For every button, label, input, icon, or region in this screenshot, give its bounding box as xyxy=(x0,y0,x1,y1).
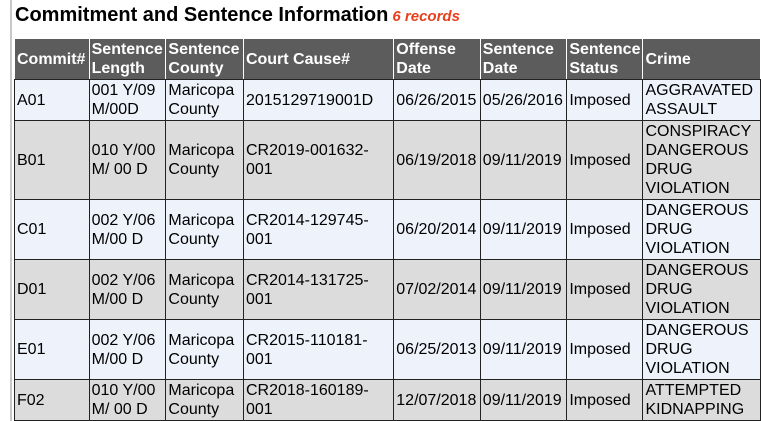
section-title: Commitment and Sentence Information 6 rec… xyxy=(15,4,460,27)
table-cell: 06/20/2014 xyxy=(393,199,481,260)
table-cell: 002 Y/06 M/00 D xyxy=(88,199,167,260)
table-row: B01 010 Y/00 M/ 00 D Maricopa County CR2019… xyxy=(14,120,761,200)
header-row: Commit# Sentence Length Sentence County Cou… xyxy=(14,38,761,80)
table-row: A01 001 Y/09 M/00D Maricopa County 20151297… xyxy=(14,79,761,121)
commitment-table: Commit# Sentence Length Sentence County Cou… xyxy=(14,38,761,421)
table-cell: 12/07/2018 xyxy=(393,379,481,421)
table-row: D01 002 Y/06 M/00 D Maricopa County CR2014-… xyxy=(14,259,761,320)
table-cell: ATTEMPTED KIDNAPPING xyxy=(642,379,761,421)
table-cell: CR2015-110181-001 xyxy=(242,319,395,380)
table-cell: C01 xyxy=(14,199,90,260)
table-cell: 2015129719001D xyxy=(242,79,395,121)
table-cell: DANGEROUS DRUG VIOLATION xyxy=(642,319,761,380)
table-cell: CR2014-131725-001 xyxy=(242,259,395,320)
table-cell: A01 xyxy=(14,79,90,121)
column-header: Sentence County xyxy=(165,38,244,80)
table-cell: CR2019-001632-001 xyxy=(242,120,395,200)
table-row: C01 002 Y/06 M/00 D Maricopa County CR2014-… xyxy=(14,199,761,260)
page-border xyxy=(10,0,12,421)
column-header: Sentence Status xyxy=(566,38,644,80)
table-cell: B01 xyxy=(14,120,90,200)
table-cell: CR2018-160189-001 xyxy=(242,379,395,421)
table-cell: Imposed xyxy=(566,379,644,421)
table-cell: Imposed xyxy=(566,259,644,320)
table-cell: 06/25/2013 xyxy=(393,319,481,380)
table-cell: E01 xyxy=(14,319,90,380)
table-cell: Imposed xyxy=(566,199,644,260)
table-cell: D01 xyxy=(14,259,90,320)
table-cell: Imposed xyxy=(566,319,644,380)
table-cell: AGGRAVATED ASSAULT xyxy=(642,79,761,121)
table-cell: 09/11/2019 xyxy=(479,379,568,421)
table-cell: 07/02/2014 xyxy=(393,259,481,320)
column-header: Crime xyxy=(642,38,761,80)
table-cell: Imposed xyxy=(566,79,644,121)
record-count: 6 records xyxy=(392,8,460,25)
table-cell: CONSPIRACY DANGEROUS DRUG VIOLATION xyxy=(642,120,761,200)
table-cell: Maricopa County xyxy=(165,379,244,421)
column-header: Offense Date xyxy=(393,38,481,80)
table-cell: Maricopa County xyxy=(165,79,244,121)
column-header: Court Cause# xyxy=(242,38,395,80)
column-header: Sentence Date xyxy=(479,38,568,80)
table-cell: 05/26/2016 xyxy=(479,79,568,121)
table-cell: DANGEROUS DRUG VIOLATION xyxy=(642,199,761,260)
table-cell: Maricopa County xyxy=(165,120,244,200)
table-cell: F02 xyxy=(14,379,90,421)
table-cell: 010 Y/00 M/ 00 D xyxy=(88,120,167,200)
table-row: E01 002 Y/06 M/00 D Maricopa County CR2015-… xyxy=(14,319,761,380)
column-header: Commit# xyxy=(14,38,90,80)
table-cell: 09/11/2019 xyxy=(479,259,568,320)
table-cell: Maricopa County xyxy=(165,319,244,380)
table-cell: DANGEROUS DRUG VIOLATION xyxy=(642,259,761,320)
table-cell: 06/19/2018 xyxy=(393,120,481,200)
column-header: Sentence Length xyxy=(88,38,167,80)
table-cell: 09/11/2019 xyxy=(479,120,568,200)
table-cell: 09/11/2019 xyxy=(479,199,568,260)
title-text: Commitment and Sentence Information xyxy=(15,4,389,26)
table-cell: CR2014-129745-001 xyxy=(242,199,395,260)
table-cell: 002 Y/06 M/00 D xyxy=(88,319,167,380)
table-cell: Imposed xyxy=(566,120,644,200)
table-cell: 001 Y/09 M/00D xyxy=(88,79,167,121)
table-cell: 06/26/2015 xyxy=(393,79,481,121)
table-cell: 010 Y/00 M/ 00 D xyxy=(88,379,167,421)
table-cell: Maricopa County xyxy=(165,259,244,320)
table-cell: 002 Y/06 M/00 D xyxy=(88,259,167,320)
table-row: F02 010 Y/00 M/ 00 D Maricopa County CR2018… xyxy=(14,379,761,421)
table-cell: Maricopa County xyxy=(165,199,244,260)
table-cell: 09/11/2019 xyxy=(479,319,568,380)
